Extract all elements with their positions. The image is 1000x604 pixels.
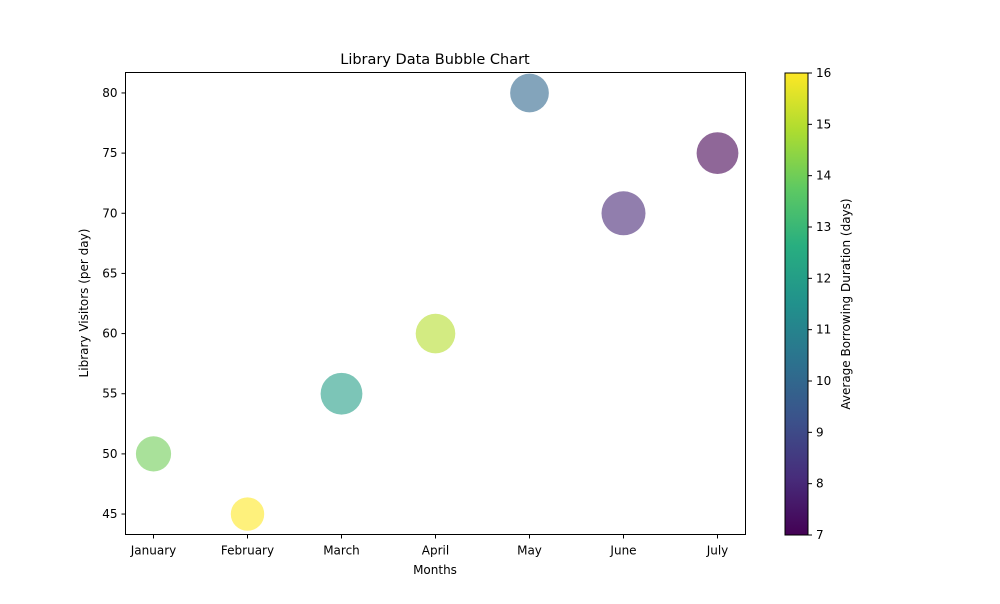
colorbar-tick-label: 14 bbox=[816, 169, 831, 183]
colorbar-tick-label: 12 bbox=[816, 271, 831, 285]
x-tick-label: February bbox=[221, 544, 274, 558]
x-tick-label: July bbox=[706, 544, 729, 558]
bubble-june bbox=[601, 191, 646, 236]
colorbar bbox=[784, 72, 809, 536]
bubble-january bbox=[135, 436, 172, 472]
x-axis: January February March April May June July bbox=[130, 534, 729, 558]
colorbar-axis: 7 8 9 10 11 12 13 14 15 16 bbox=[808, 66, 831, 542]
chart-title: Library Data Bubble Chart bbox=[340, 52, 530, 68]
y-tick-label: 45 bbox=[102, 507, 117, 521]
colorbar-tick-label: 10 bbox=[816, 374, 831, 388]
y-axis-label: Library Visitors (per day) bbox=[77, 229, 91, 378]
bubble-april bbox=[415, 313, 456, 354]
bubble-july bbox=[696, 132, 739, 175]
y-tick-label: 50 bbox=[102, 447, 117, 461]
colorbar-tick-label: 13 bbox=[816, 220, 831, 234]
x-tick-label: April bbox=[422, 544, 449, 558]
bubble-february bbox=[230, 497, 265, 531]
bubble-march bbox=[320, 372, 363, 415]
plot-area-frame bbox=[125, 72, 746, 535]
bubble-layer bbox=[135, 73, 739, 531]
bubble-may bbox=[510, 73, 549, 113]
y-tick-label: 60 bbox=[102, 327, 117, 341]
x-axis-label: Months bbox=[413, 563, 457, 577]
colorbar-tick-label: 11 bbox=[816, 323, 831, 337]
x-tick-label: January bbox=[130, 544, 177, 558]
y-tick-label: 80 bbox=[102, 86, 117, 100]
y-axis: 45 50 55 60 65 70 75 80 bbox=[102, 86, 126, 521]
colorbar-label: Average Borrowing Duration (days) bbox=[839, 198, 853, 409]
colorbar-tick-label: 16 bbox=[816, 66, 831, 80]
colorbar-tick-label: 8 bbox=[816, 477, 824, 491]
y-tick-label: 75 bbox=[102, 146, 117, 160]
y-tick-label: 55 bbox=[102, 387, 117, 401]
y-tick-label: 70 bbox=[102, 206, 117, 220]
colorbar-tick-label: 9 bbox=[816, 425, 824, 439]
colorbar-tick-label: 7 bbox=[816, 528, 824, 542]
x-tick-label: May bbox=[517, 544, 542, 558]
colorbar-tick-label: 15 bbox=[816, 117, 831, 131]
x-tick-label: June bbox=[609, 544, 636, 558]
y-tick-label: 65 bbox=[102, 266, 117, 280]
x-tick-label: March bbox=[323, 544, 360, 558]
